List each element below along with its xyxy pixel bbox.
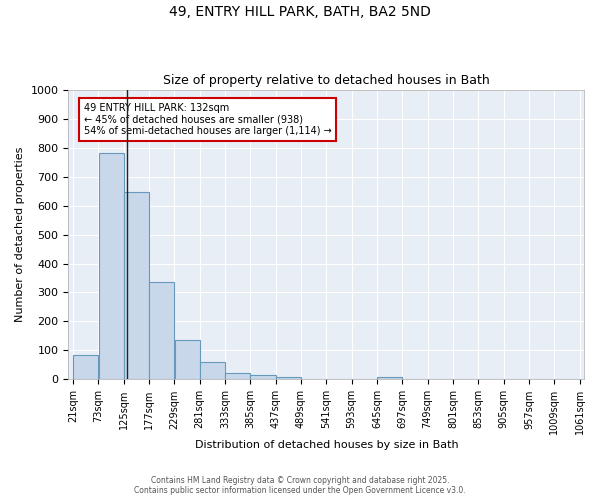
X-axis label: Distribution of detached houses by size in Bath: Distribution of detached houses by size … bbox=[194, 440, 458, 450]
Text: 49, ENTRY HILL PARK, BATH, BA2 5ND: 49, ENTRY HILL PARK, BATH, BA2 5ND bbox=[169, 5, 431, 19]
Bar bbox=[98, 154, 124, 380]
Text: 49 ENTRY HILL PARK: 132sqm
← 45% of detached houses are smaller (938)
54% of sem: 49 ENTRY HILL PARK: 132sqm ← 45% of deta… bbox=[84, 102, 332, 136]
Bar bbox=[124, 192, 149, 380]
Bar bbox=[200, 362, 225, 380]
Bar bbox=[73, 355, 98, 380]
Bar bbox=[276, 377, 301, 380]
Bar bbox=[175, 340, 200, 380]
Bar bbox=[377, 377, 402, 380]
Title: Size of property relative to detached houses in Bath: Size of property relative to detached ho… bbox=[163, 74, 490, 87]
Text: Contains HM Land Registry data © Crown copyright and database right 2025.
Contai: Contains HM Land Registry data © Crown c… bbox=[134, 476, 466, 495]
Bar bbox=[149, 282, 174, 380]
Bar bbox=[250, 375, 275, 380]
Y-axis label: Number of detached properties: Number of detached properties bbox=[15, 147, 25, 322]
Bar bbox=[225, 373, 250, 380]
